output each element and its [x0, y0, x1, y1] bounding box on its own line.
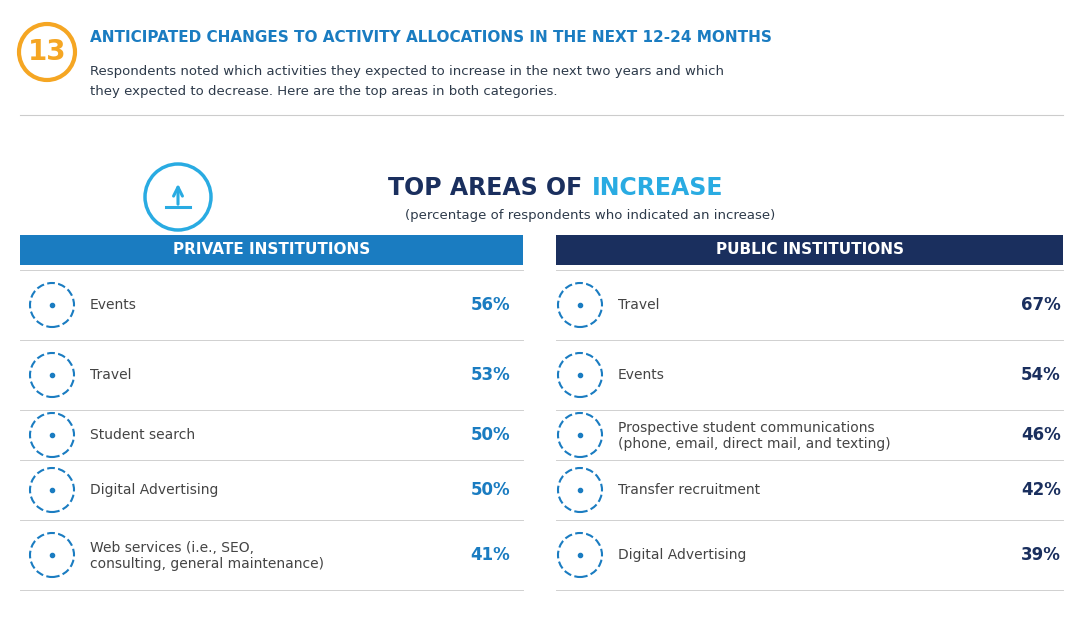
- Text: 13: 13: [28, 38, 66, 66]
- Text: they expected to decrease. Here are the top areas in both categories.: they expected to decrease. Here are the …: [90, 85, 558, 99]
- Text: Web services (i.e., SEO,: Web services (i.e., SEO,: [90, 541, 255, 555]
- Text: Events: Events: [90, 298, 136, 312]
- Text: Transfer recruitment: Transfer recruitment: [618, 483, 760, 497]
- Text: (phone, email, direct mail, and texting): (phone, email, direct mail, and texting): [618, 437, 890, 451]
- Text: PUBLIC INSTITUTIONS: PUBLIC INSTITUTIONS: [716, 242, 903, 258]
- Text: 50%: 50%: [470, 426, 510, 444]
- Text: consulting, general maintenance): consulting, general maintenance): [90, 557, 324, 571]
- Text: 53%: 53%: [470, 366, 510, 384]
- Text: 39%: 39%: [1021, 546, 1061, 564]
- Text: Events: Events: [618, 368, 665, 382]
- Text: Respondents noted which activities they expected to increase in the next two yea: Respondents noted which activities they …: [90, 65, 725, 78]
- Text: Student search: Student search: [90, 428, 195, 442]
- Text: INCREASE: INCREASE: [592, 176, 723, 200]
- Text: 67%: 67%: [1021, 296, 1061, 314]
- Text: PRIVATE INSTITUTIONS: PRIVATE INSTITUTIONS: [173, 242, 370, 258]
- Text: 42%: 42%: [1021, 481, 1061, 499]
- Text: 50%: 50%: [470, 481, 510, 499]
- Text: Travel: Travel: [90, 368, 131, 382]
- Text: 54%: 54%: [1021, 366, 1061, 384]
- Text: Prospective student communications: Prospective student communications: [618, 421, 875, 435]
- Text: Travel: Travel: [618, 298, 660, 312]
- Text: Digital Advertising: Digital Advertising: [90, 483, 219, 497]
- Bar: [19, 235, 523, 265]
- Text: (percentage of respondents who indicated an increase): (percentage of respondents who indicated…: [405, 208, 775, 222]
- Text: ANTICIPATED CHANGES TO ACTIVITY ALLOCATIONS IN THE NEXT 12-24 MONTHS: ANTICIPATED CHANGES TO ACTIVITY ALLOCATI…: [90, 30, 772, 44]
- Text: 46%: 46%: [1021, 426, 1061, 444]
- Bar: [556, 235, 1064, 265]
- Text: 56%: 56%: [470, 296, 510, 314]
- Text: 41%: 41%: [470, 546, 510, 564]
- Text: Digital Advertising: Digital Advertising: [618, 548, 746, 562]
- Text: TOP AREAS OF: TOP AREAS OF: [388, 176, 590, 200]
